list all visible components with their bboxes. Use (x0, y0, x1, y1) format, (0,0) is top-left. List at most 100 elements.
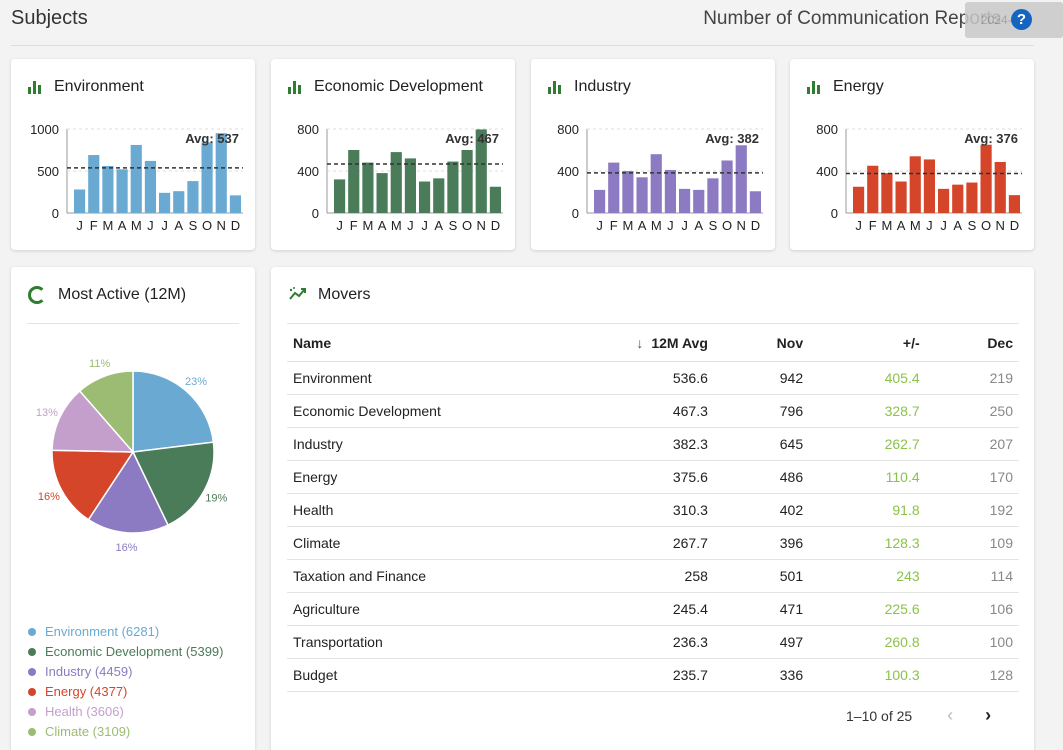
cell-dec: 192 (925, 493, 1019, 527)
month-label: D (1010, 218, 1019, 233)
donut-icon (28, 286, 46, 304)
trending-icon (289, 287, 306, 300)
cell-delta: 91.8 (809, 493, 926, 527)
col-dec[interactable]: Dec (925, 323, 1019, 362)
cell-dec: 219 (925, 361, 1019, 395)
cell-nov: 942 (713, 361, 810, 395)
bar (187, 181, 199, 213)
month-label: A (174, 218, 183, 233)
report-title: Number of Communication Reports (703, 8, 1001, 29)
table-row[interactable]: Energy 375.6 486 110.4 170 (287, 460, 1019, 494)
month-label: J (940, 218, 947, 233)
table-row[interactable]: Taxation and Finance 258 501 243 114 (287, 559, 1019, 593)
col-name[interactable]: Name (287, 323, 507, 362)
month-label: O (202, 218, 212, 233)
pagination-label: 1–10 of 25 (846, 707, 913, 724)
subject-card[interactable]: Energy 800 400 0 J F M A M J J A S O N D Avg: 376 (790, 59, 1034, 250)
pie-percent-label: 23% (185, 376, 207, 388)
y-tick-label: 500 (37, 164, 59, 179)
pie-percent-label: 19% (205, 493, 227, 505)
bar (130, 144, 142, 213)
sort-down-icon[interactable]: ↓ (636, 334, 644, 351)
legend-item[interactable]: Industry (4459) (28, 662, 223, 682)
table-row[interactable]: Economic Development 467.3 796 328.7 250 (287, 394, 1019, 428)
y-tick-label: 400 (297, 164, 319, 179)
y-tick-label: 0 (572, 206, 579, 221)
subject-card[interactable]: Industry 800 400 0 J F M A M J J A S O N D Avg: 382 (531, 59, 775, 250)
y-tick-label: 400 (816, 164, 838, 179)
help-icon[interactable]: ? (1011, 9, 1032, 30)
table-row[interactable]: Environment 536.6 942 405.4 219 (287, 361, 1019, 395)
table-row[interactable]: Budget 235.7 336 100.3 128 (287, 658, 1019, 692)
table-row[interactable]: Health 310.3 402 91.8 192 (287, 493, 1019, 527)
bar (1008, 195, 1020, 213)
bar (594, 189, 606, 213)
cell-12m-avg: 536.6 (507, 361, 714, 395)
col-12m-avg[interactable]: ↓ 12M Avg (507, 323, 714, 362)
cell-delta: 405.4 (809, 361, 926, 395)
cell-name: Agriculture (287, 592, 507, 626)
cell-delta: 110.4 (809, 460, 926, 494)
average-label: Avg: 467 (445, 131, 499, 146)
bar (749, 191, 761, 213)
most-active-card: Most Active (12M) 23% 19% 16% 16% 13% 11% Env… (11, 267, 255, 750)
bar (201, 142, 213, 213)
legend-item[interactable]: Economic Development (5399) (28, 642, 223, 662)
y-tick-label: 1000 (30, 122, 59, 137)
pie-percent-label: 16% (116, 542, 138, 554)
legend-item[interactable]: Health (3606) (28, 702, 223, 722)
bar (881, 173, 893, 213)
month-label: A (953, 218, 962, 233)
month-label: O (722, 218, 732, 233)
bar (447, 161, 459, 213)
prev-page-icon[interactable]: ‹ (947, 705, 954, 725)
pie-slice (132, 370, 215, 453)
table-row[interactable]: Industry 382.3 645 262.7 207 (287, 427, 1019, 461)
top-divider (11, 45, 1034, 46)
pie-percent-label: 13% (36, 407, 58, 419)
table-row[interactable]: Transportation 236.3 497 260.8 100 (287, 625, 1019, 659)
legend-label: Economic Development (5399) (45, 644, 224, 659)
table-row[interactable]: Climate 267.7 396 128.3 109 (287, 526, 1019, 560)
bar (994, 161, 1006, 213)
bar (853, 186, 865, 213)
bar (475, 129, 487, 213)
next-page-icon[interactable]: › (985, 705, 992, 725)
bar (664, 169, 676, 213)
col-delta[interactable]: +/- (809, 323, 926, 362)
subject-card[interactable]: Economic Development 800 400 0 J F M A M J J A S O N D… (271, 59, 515, 250)
legend-item[interactable]: Energy (4377) (28, 682, 223, 702)
cell-dec: 128 (925, 658, 1019, 692)
legend-item[interactable]: Climate (3109) (28, 722, 223, 742)
bar (938, 188, 950, 213)
movers-title: Movers (318, 286, 371, 303)
cell-name: Environment (287, 361, 507, 395)
bar (116, 169, 128, 213)
bar (376, 173, 388, 213)
cell-dec: 114 (925, 559, 1019, 593)
bar (909, 156, 921, 213)
legend-label: Health (3606) (45, 704, 124, 719)
bar (636, 177, 648, 213)
subject-title: Economic Development (314, 78, 483, 95)
cell-name: Economic Development (287, 394, 507, 428)
bar-chart-icon (28, 80, 42, 94)
subject-title: Environment (54, 78, 144, 95)
pie-legend: Environment (6281) Economic Development (… (28, 622, 223, 742)
bar (433, 178, 445, 213)
pie-slice (51, 449, 135, 521)
table-row[interactable]: Agriculture 245.4 471 225.6 106 (287, 592, 1019, 626)
month-label: S (449, 218, 458, 233)
pie-slice (87, 450, 169, 534)
bar (608, 162, 620, 213)
col-nov[interactable]: Nov (713, 323, 810, 362)
bar (721, 160, 733, 213)
subject-card[interactable]: Environment 1000 500 0 J F M A M J J A S O N D Avg: 537 (11, 59, 255, 250)
month-label: F (869, 218, 877, 233)
legend-item[interactable]: Environment (6281) (28, 622, 223, 642)
bar (102, 165, 114, 213)
top-bar: Subjects Number of Communication Reports… (0, 0, 1063, 46)
cell-name: Taxation and Finance (287, 559, 507, 593)
cell-nov: 486 (713, 460, 810, 494)
